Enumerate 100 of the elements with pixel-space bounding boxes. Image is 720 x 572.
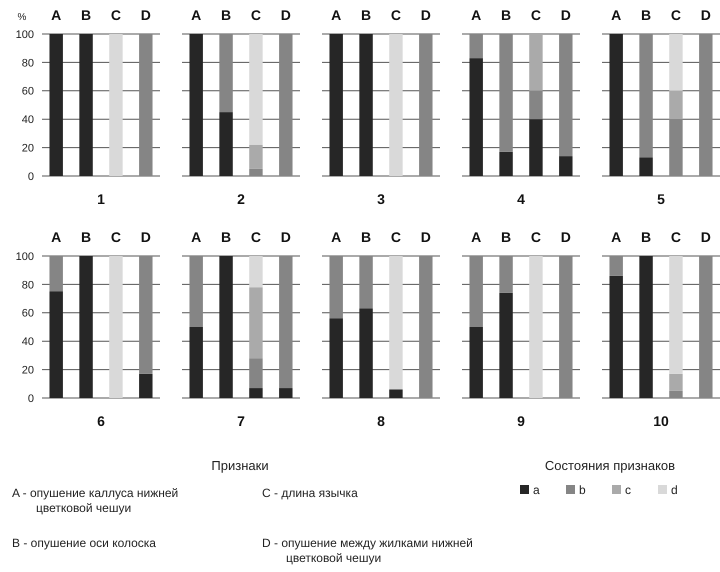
x-tick-label: B	[221, 7, 232, 23]
text: D - опушение между жилками нижней цветковой чешуи	[262, 536, 473, 565]
y-tick-label: 80	[22, 279, 34, 292]
x-axis-title: 1	[97, 191, 106, 207]
x-axis-title: 6	[97, 413, 106, 429]
bar	[529, 90, 543, 120]
bar	[669, 119, 683, 176]
bar	[469, 58, 483, 176]
y-tick-label: 20	[22, 364, 34, 376]
y-tick-label: 100	[16, 28, 34, 41]
bar	[189, 34, 203, 176]
bar	[609, 276, 623, 398]
y-tick-label: 100	[16, 250, 34, 263]
bar	[609, 34, 623, 176]
y-tick-label: 60	[22, 86, 34, 98]
bar	[329, 256, 343, 318]
text: Признаки	[211, 458, 269, 473]
x-axis-title: 7	[237, 413, 246, 429]
bar	[559, 156, 573, 176]
x-tick-label: D	[700, 229, 711, 245]
bar	[189, 327, 203, 398]
bar	[249, 287, 263, 358]
x-tick-label: D	[560, 229, 571, 245]
x-tick-label: C	[390, 7, 401, 23]
x-tick-label: D	[560, 7, 571, 23]
bar	[249, 358, 263, 388]
x-axis-title: 4	[517, 191, 526, 207]
bar	[279, 256, 293, 388]
x-tick-label: D	[700, 7, 711, 23]
bar	[669, 390, 683, 398]
y-tick-label: 40	[22, 336, 34, 348]
x-tick-label: D	[420, 229, 431, 245]
bar	[669, 34, 683, 91]
x-axis-title: 3	[377, 191, 386, 207]
x-tick-label: C	[110, 7, 121, 23]
legend-label: c	[625, 483, 631, 497]
x-tick-label: B	[221, 229, 232, 245]
x-tick-label: B	[361, 7, 372, 23]
x-tick-label: B	[501, 7, 512, 23]
x-tick-label: A	[471, 7, 482, 23]
y-tick-label: 0	[28, 392, 34, 405]
bar	[639, 256, 653, 398]
bar	[279, 34, 293, 176]
y-axis-title: %	[18, 12, 27, 23]
y-tick-label: 40	[22, 114, 34, 126]
bar	[529, 119, 543, 176]
bar	[559, 34, 573, 156]
bar	[189, 256, 203, 327]
legend-title: Состояния признаков	[544, 458, 676, 473]
x-tick-label: C	[390, 229, 401, 245]
bar	[419, 256, 433, 398]
x-axis-title: 2	[237, 191, 246, 207]
x-tick-label: A	[191, 229, 202, 245]
x-tick-label: B	[81, 229, 92, 245]
x-tick-label: D	[280, 229, 291, 245]
bar	[219, 34, 233, 112]
x-axis-title: 10	[653, 413, 669, 429]
bar	[279, 388, 293, 398]
bar	[389, 256, 403, 390]
bar	[139, 374, 153, 398]
bar	[79, 256, 93, 398]
x-tick-label: A	[51, 229, 62, 245]
legend-label: b	[579, 483, 586, 497]
x-axis-title: 8	[377, 413, 386, 429]
bar	[249, 34, 263, 145]
bar	[639, 158, 653, 176]
bar	[499, 152, 513, 176]
text: B - опушение оси колоска	[12, 536, 156, 550]
bar	[639, 34, 653, 158]
y-tick-label: 80	[22, 57, 34, 70]
x-tick-label: A	[331, 7, 342, 23]
x-tick-label: D	[280, 7, 291, 23]
bar	[669, 374, 683, 391]
text: A - опушение каллуса нижней цветковой чешуи	[12, 486, 178, 515]
x-tick-label: B	[641, 229, 652, 245]
bar	[49, 256, 63, 292]
x-tick-label: C	[670, 229, 681, 245]
bar	[669, 256, 683, 374]
y-tick-label: 0	[28, 170, 34, 183]
bar	[249, 144, 263, 169]
legend-label: a	[533, 483, 540, 497]
x-tick-label: B	[81, 7, 92, 23]
x-tick-label: C	[670, 7, 681, 23]
bar	[219, 112, 233, 176]
bar	[249, 256, 263, 288]
x-tick-label: C	[250, 229, 261, 245]
x-tick-label: A	[191, 7, 202, 23]
x-tick-label: A	[331, 229, 342, 245]
y-tick-label: 60	[22, 308, 34, 320]
bar	[249, 168, 263, 176]
x-tick-label: B	[641, 7, 652, 23]
bar	[219, 256, 233, 398]
bar	[329, 318, 343, 398]
x-tick-label: C	[530, 7, 541, 23]
x-tick-label: C	[110, 229, 121, 245]
bar	[359, 308, 373, 398]
bar	[699, 34, 713, 176]
bar	[529, 34, 543, 91]
x-axis-title: 9	[517, 413, 526, 429]
bar	[389, 389, 403, 398]
